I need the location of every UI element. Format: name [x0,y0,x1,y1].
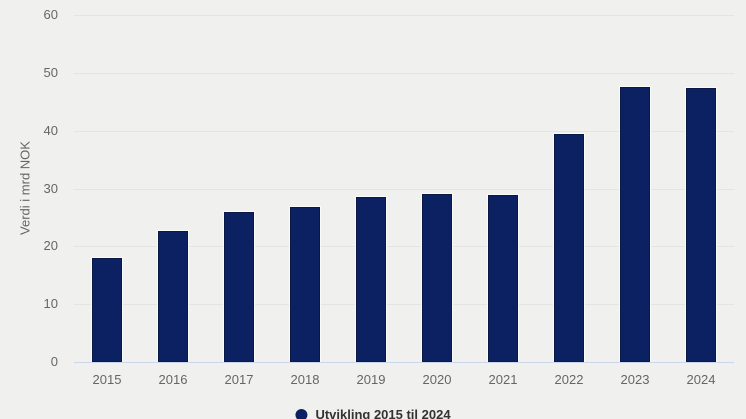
x-tick-label-2021: 2021 [488,372,518,387]
gridline-50 [74,72,734,74]
gridline-20 [74,246,734,248]
gridline-60 [74,15,734,16]
y-tick-label-20: 20 [43,238,58,254]
legend-marker-icon [295,408,308,419]
plot-area [74,15,734,362]
x-tick-label-2015: 2015 [92,372,122,387]
x-tick-label-2016: 2016 [158,372,188,387]
bar-2024[interactable] [686,87,716,362]
bar-2015[interactable] [92,257,122,362]
x-tick-label-2019: 2019 [356,372,386,387]
legend-item[interactable]: Utvikling 2015 til 2024 [295,407,451,419]
bar-2022[interactable] [554,134,584,362]
x-tick-label-2018: 2018 [290,372,320,387]
gridline-10 [74,304,734,306]
y-tick-label-10: 10 [43,296,58,312]
bar-2019[interactable] [356,197,386,362]
bar-2020[interactable] [422,194,452,362]
gridline-30 [74,188,734,190]
y-tick-label-30: 30 [43,180,58,196]
x-tick-label-2017: 2017 [224,372,254,387]
x-axis-line [74,362,734,363]
bar-2018[interactable] [290,207,320,362]
x-tick-label-2024: 2024 [686,372,716,387]
y-tick-label-0: 0 [50,354,58,369]
x-tick-label-2022: 2022 [554,372,584,387]
legend-label: Utvikling 2015 til 2024 [315,407,451,419]
gridline-40 [74,130,734,132]
x-tick-label-2020: 2020 [422,372,452,387]
y-tick-label-50: 50 [43,64,58,80]
y-tick-label-60: 60 [43,7,58,22]
bar-2023[interactable] [620,87,650,362]
y-tick-label-40: 40 [43,122,58,138]
bar-2016[interactable] [158,230,188,362]
x-tick-label-2023: 2023 [620,372,650,387]
bar-2017[interactable] [224,212,254,362]
bar-2021[interactable] [488,195,518,362]
